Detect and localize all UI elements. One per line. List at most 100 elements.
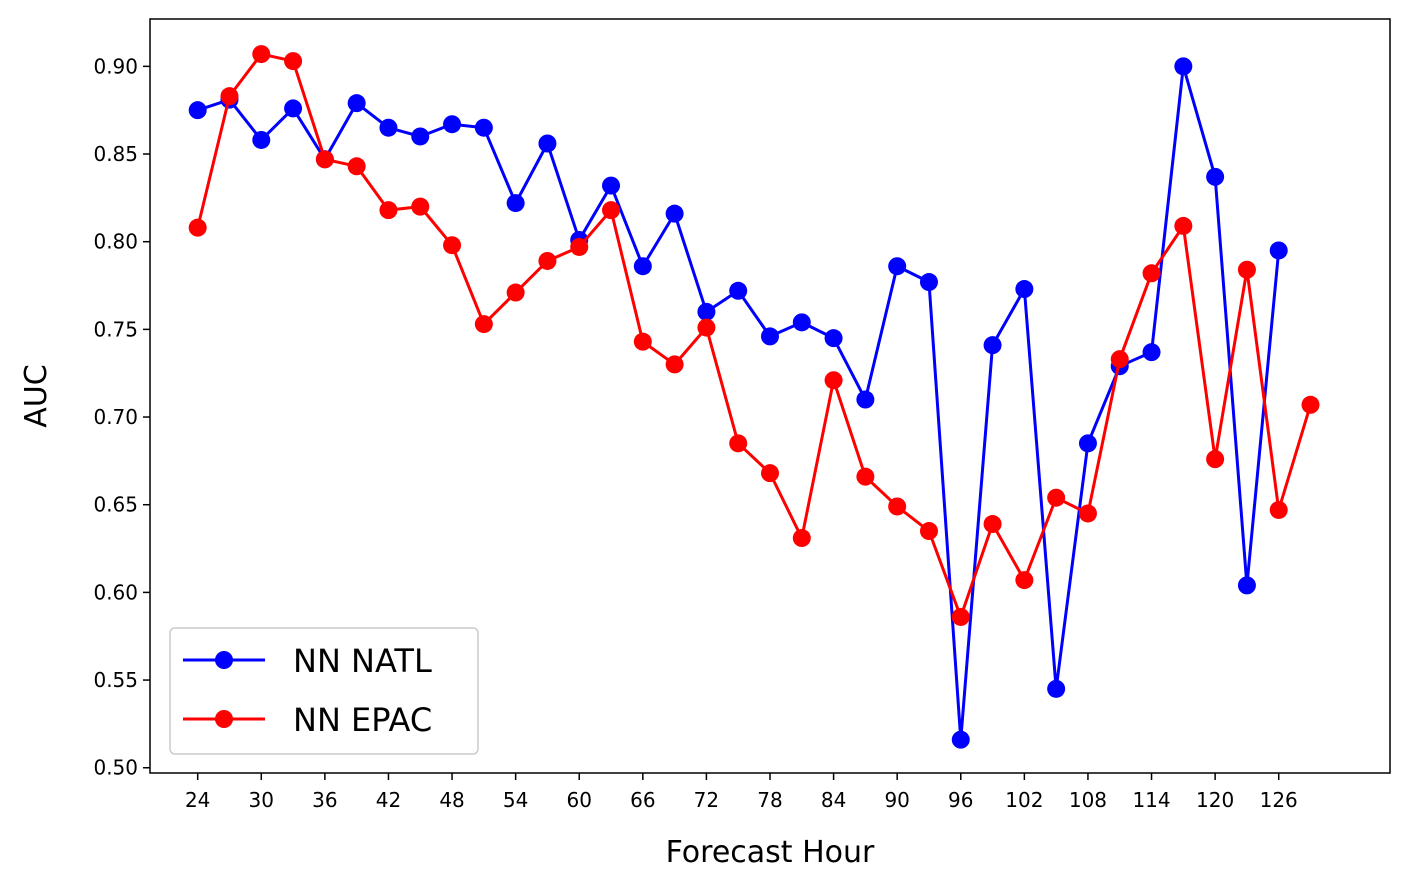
data-point (1110, 350, 1129, 369)
data-point (1269, 241, 1288, 260)
x-tick-label: 120 (1196, 788, 1234, 812)
x-tick-label: 42 (376, 788, 401, 812)
data-point (888, 497, 907, 516)
x-tick-label: 36 (312, 788, 337, 812)
data-point (633, 332, 652, 351)
data-point (315, 150, 334, 169)
y-tick-label: 0.75 (93, 317, 138, 341)
series-layer (188, 45, 1320, 749)
data-point (824, 371, 843, 390)
data-point (443, 236, 462, 255)
data-point (729, 281, 748, 300)
x-tick-label: 60 (567, 788, 592, 812)
legend-label-natl: NN NATL (293, 642, 432, 680)
data-point (1206, 167, 1225, 186)
y-tick-label: 0.85 (93, 142, 138, 166)
data-point (792, 313, 811, 332)
data-point (252, 45, 271, 64)
data-point (1078, 504, 1097, 523)
x-tick-label: 114 (1132, 788, 1170, 812)
x-tick-label: 84 (821, 788, 846, 812)
data-point (570, 237, 589, 256)
x-tick-label: 102 (1005, 788, 1043, 812)
data-point (538, 251, 557, 270)
data-point (919, 273, 938, 292)
x-axis-label: Forecast Hour (666, 835, 875, 870)
series-line (196, 52, 1312, 619)
data-point (1078, 434, 1097, 453)
data-point (379, 118, 398, 137)
data-point (761, 327, 779, 346)
y-tick-label: 0.80 (93, 230, 138, 254)
data-point (1237, 576, 1256, 595)
data-point (1142, 343, 1161, 362)
legend-label-epac: NN EPAC (293, 701, 432, 739)
x-tick-label: 30 (249, 788, 274, 812)
data-point (919, 522, 938, 541)
data-point (792, 529, 811, 548)
data-point (411, 197, 430, 216)
data-point (602, 176, 621, 195)
x-tick-label: 126 (1260, 788, 1298, 812)
legend-marker-epac (215, 710, 233, 728)
series-0 (188, 57, 1288, 749)
legend-marker-natl (215, 651, 233, 669)
x-tick-label: 96 (948, 788, 973, 812)
x-tick-label: 90 (884, 788, 909, 812)
x-tick-label: 48 (439, 788, 464, 812)
data-point (506, 194, 525, 213)
data-point (665, 204, 684, 223)
data-point (347, 157, 366, 176)
data-point (1269, 500, 1288, 519)
data-point (983, 336, 1002, 355)
x-axis-ticks: 24 30 36 42 48 54 60 66 72 78 84 90 96 102 108 114 120 12… (185, 773, 1298, 812)
data-point (983, 515, 1002, 534)
data-point (729, 434, 748, 453)
data-point (633, 257, 652, 276)
y-tick-label: 0.90 (93, 54, 138, 78)
data-point (1047, 488, 1066, 507)
y-tick-label: 0.65 (93, 493, 138, 517)
data-point (284, 99, 303, 118)
data-point (188, 101, 207, 120)
data-point (474, 118, 493, 137)
x-tick-label: 54 (503, 788, 528, 812)
data-point (824, 329, 843, 348)
data-point (506, 283, 525, 302)
data-point (697, 318, 716, 337)
data-point (252, 130, 271, 149)
y-tick-label: 0.60 (93, 580, 138, 604)
data-point (602, 201, 621, 220)
data-point (951, 607, 970, 626)
data-point (1237, 260, 1256, 279)
data-point (1015, 571, 1034, 590)
data-point (379, 201, 398, 220)
data-point (1174, 57, 1193, 76)
x-tick-label: 108 (1069, 788, 1107, 812)
data-point (188, 218, 207, 237)
legend: NN NATL NN EPAC (169, 627, 479, 755)
y-tick-label: 0.70 (93, 405, 138, 429)
data-point (538, 134, 557, 153)
series-1 (188, 45, 1320, 626)
data-point (443, 115, 462, 134)
data-point (1142, 264, 1161, 283)
data-point (951, 730, 970, 749)
x-tick-label: 66 (630, 788, 655, 812)
data-point (761, 464, 779, 483)
data-point (411, 127, 430, 146)
y-axis-ticks: 0.50 0.55 0.60 0.65 0.70 0.75 0.80 0.85 0.90 (93, 54, 150, 780)
data-point (697, 302, 716, 321)
y-tick-label: 0.55 (93, 668, 138, 692)
x-tick-label: 24 (185, 788, 210, 812)
data-point (1206, 450, 1225, 469)
data-point (856, 467, 875, 486)
data-point (856, 390, 875, 409)
data-point (1301, 395, 1320, 414)
data-point (1047, 679, 1066, 698)
y-axis-label: AUC (19, 364, 54, 427)
data-point (474, 315, 493, 334)
y-tick-label: 0.50 (93, 756, 138, 780)
data-point (888, 257, 907, 276)
